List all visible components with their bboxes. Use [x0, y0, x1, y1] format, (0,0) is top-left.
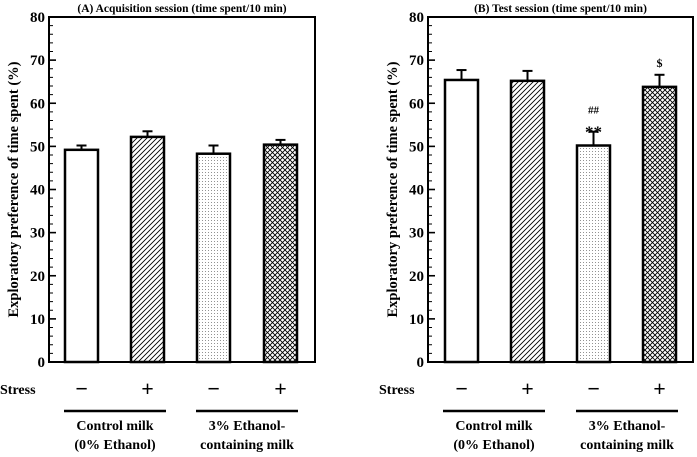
- bar: [129, 135, 166, 364]
- stress-sign: −: [587, 376, 600, 401]
- y-tick-label: 60: [409, 96, 424, 112]
- panel-a: (A) Acquisition session (time spent/10 m…: [0, 3, 316, 453]
- y-tick-label: 10: [30, 312, 45, 328]
- group-label: 3% Ethanol-: [209, 419, 286, 434]
- stress-sign: −: [207, 376, 220, 401]
- stress-sign: +: [521, 376, 534, 401]
- stress-sign: +: [274, 376, 287, 401]
- group-label: containing milk: [200, 438, 294, 453]
- group-label: containing milk: [580, 438, 674, 453]
- y-tick-label: 40: [30, 183, 45, 199]
- y-tick-label: 50: [30, 139, 45, 155]
- group-label: 3% Ethanol-: [589, 419, 666, 434]
- y-tick-label: 80: [30, 10, 45, 26]
- y-tick-label: 70: [409, 53, 424, 69]
- y-tick-label: 70: [30, 53, 45, 69]
- y-tick-label: 40: [409, 183, 424, 199]
- y-tick-label: 20: [30, 269, 45, 285]
- y-tick-label: 20: [409, 269, 424, 285]
- group-label: (0% Ethanol): [453, 438, 535, 453]
- bar: [195, 152, 232, 364]
- row-label-stress: Stress: [0, 383, 36, 398]
- y-axis-label: Exploratory preference of time spent (%): [385, 61, 401, 317]
- y-tick-label: 30: [30, 226, 45, 242]
- y-tick-label: 50: [409, 139, 424, 155]
- y-tick-label: 80: [409, 10, 424, 26]
- stress-sign: +: [141, 376, 154, 401]
- bar: [262, 143, 299, 364]
- group-label: (0% Ethanol): [74, 438, 156, 453]
- bar: [575, 144, 612, 364]
- row-label-stress: Stress: [379, 383, 415, 398]
- significance-marker: **: [585, 123, 602, 142]
- y-tick-label: 60: [30, 96, 45, 112]
- bar: [641, 85, 678, 364]
- chart-title: (B) Test session (time spent/10 min): [474, 3, 647, 15]
- y-tick-label: 0: [417, 355, 425, 371]
- significance-marker: ##: [588, 105, 600, 117]
- bar: [509, 79, 546, 364]
- bar: [63, 148, 100, 364]
- stress-sign: −: [455, 376, 468, 401]
- y-tick-label: 10: [409, 312, 424, 328]
- stress-sign: +: [653, 376, 666, 401]
- stress-sign: −: [75, 376, 88, 401]
- chart-title: (A) Acquisition session (time spent/10 m…: [77, 3, 286, 15]
- bar: [443, 78, 480, 364]
- significance-marker: $: [657, 56, 663, 70]
- y-tick-label: 0: [38, 355, 46, 371]
- y-tick-label: 30: [409, 226, 424, 242]
- y-axis-label: Exploratory preference of time spent (%): [6, 61, 22, 317]
- group-label: Control milk: [455, 419, 532, 434]
- group-label: Control milk: [76, 419, 153, 434]
- panel-b: (B) Test session (time spent/10 min) 0 10 2…: [379, 3, 694, 453]
